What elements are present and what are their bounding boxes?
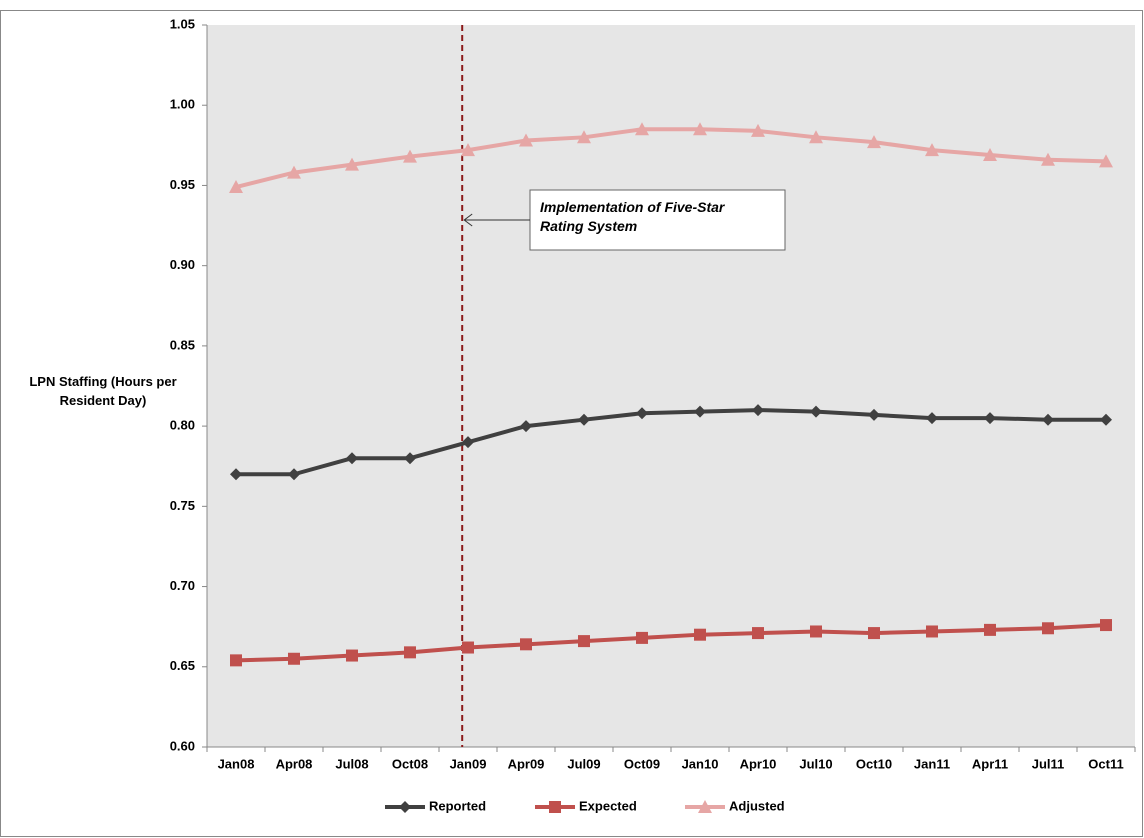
data-point bbox=[926, 412, 938, 425]
data-point bbox=[288, 652, 300, 665]
x-tick-label: Apr09 bbox=[508, 756, 545, 771]
data-point bbox=[345, 157, 359, 171]
series-line bbox=[235, 127, 1107, 189]
data-point bbox=[462, 641, 474, 654]
x-tick-label: Oct11 bbox=[1088, 756, 1123, 771]
y-tick-label: 0.75 bbox=[170, 498, 195, 513]
annotation-text: Implementation of Five-Star Rating Syste… bbox=[540, 199, 725, 234]
x-tick-label: Apr08 bbox=[276, 756, 313, 771]
x-tick-label: Jul09 bbox=[567, 756, 600, 771]
y-tick-label: 0.60 bbox=[170, 738, 195, 753]
data-point bbox=[1100, 413, 1112, 426]
plot-area bbox=[207, 25, 1135, 747]
x-tick-label: Jan10 bbox=[682, 756, 719, 771]
data-point bbox=[868, 627, 880, 640]
data-point bbox=[984, 623, 996, 636]
x-tick-label: Apr11 bbox=[972, 756, 1008, 771]
data-point bbox=[519, 133, 533, 147]
x-tick-label: Oct09 bbox=[624, 756, 660, 771]
x-tick-label: Oct08 bbox=[392, 756, 428, 771]
annotation: Implementation of Five-Star Rating Syste… bbox=[540, 199, 725, 234]
data-point bbox=[404, 646, 416, 659]
x-tick-label: Jan11 bbox=[914, 756, 950, 771]
x-tick-label: Jan09 bbox=[450, 756, 487, 771]
series-line bbox=[235, 623, 1107, 663]
data-point bbox=[230, 654, 242, 667]
data-point bbox=[230, 468, 242, 481]
data-point bbox=[346, 452, 358, 465]
data-point bbox=[462, 436, 474, 449]
y-tick-label: 0.90 bbox=[170, 257, 195, 272]
data-point bbox=[287, 165, 301, 179]
annotation-box bbox=[529, 189, 786, 251]
y-tick-label: 1.00 bbox=[170, 97, 195, 112]
legend-marker bbox=[399, 801, 411, 813]
data-point bbox=[983, 147, 997, 161]
data-point bbox=[984, 412, 996, 425]
legend-label: Expected bbox=[579, 798, 637, 813]
x-tick-label: Jan08 bbox=[218, 756, 255, 771]
x-tick-label: Jul10 bbox=[799, 756, 832, 771]
y-tick-label: 1.05 bbox=[170, 16, 195, 31]
data-point bbox=[635, 122, 649, 136]
x-tick-label: Jul11 bbox=[1032, 756, 1065, 771]
data-point bbox=[636, 407, 648, 420]
data-point bbox=[810, 625, 822, 638]
y-tick-label: 0.95 bbox=[170, 177, 195, 192]
data-point bbox=[403, 149, 417, 163]
y-tick-label: 0.65 bbox=[170, 658, 195, 673]
data-point bbox=[926, 625, 938, 638]
data-point bbox=[636, 631, 648, 644]
data-point bbox=[868, 408, 880, 421]
x-tick-label: Oct10 bbox=[856, 756, 892, 771]
data-point bbox=[229, 180, 243, 194]
data-point bbox=[809, 130, 823, 144]
x-tick-label: Jul08 bbox=[335, 756, 368, 771]
data-point bbox=[1042, 622, 1054, 635]
data-point bbox=[577, 130, 591, 144]
data-point bbox=[404, 452, 416, 465]
data-point bbox=[867, 135, 881, 149]
legend-label: Reported bbox=[429, 798, 486, 813]
legend-marker bbox=[698, 800, 712, 813]
series-line bbox=[236, 408, 1106, 477]
data-point bbox=[461, 143, 475, 157]
data-point bbox=[693, 122, 707, 136]
data-point bbox=[694, 405, 706, 418]
data-point bbox=[346, 649, 358, 662]
data-point bbox=[694, 628, 706, 641]
data-point bbox=[925, 143, 939, 157]
data-point bbox=[520, 420, 532, 433]
data-point bbox=[288, 468, 300, 481]
annotation-arrowhead bbox=[463, 213, 473, 227]
x-tick-label: Apr10 bbox=[740, 756, 777, 771]
y-tick-label: 0.80 bbox=[170, 418, 195, 433]
data-point bbox=[578, 413, 590, 426]
y-tick-label: 0.85 bbox=[170, 337, 195, 352]
y-axis-label: LPN Staffing (Hours per Resident Day) bbox=[29, 374, 177, 408]
data-point bbox=[810, 405, 822, 418]
data-point bbox=[520, 638, 532, 651]
data-point bbox=[752, 404, 764, 417]
data-point bbox=[1041, 152, 1055, 166]
data-point bbox=[751, 123, 765, 137]
y-tick-label: 0.70 bbox=[170, 578, 195, 593]
legend-marker bbox=[549, 801, 561, 813]
data-point bbox=[1099, 154, 1113, 168]
data-point bbox=[752, 627, 764, 640]
data-point bbox=[578, 635, 590, 648]
legend-label: Adjusted bbox=[729, 798, 785, 813]
data-point bbox=[1042, 413, 1054, 426]
data-point bbox=[1100, 619, 1112, 632]
